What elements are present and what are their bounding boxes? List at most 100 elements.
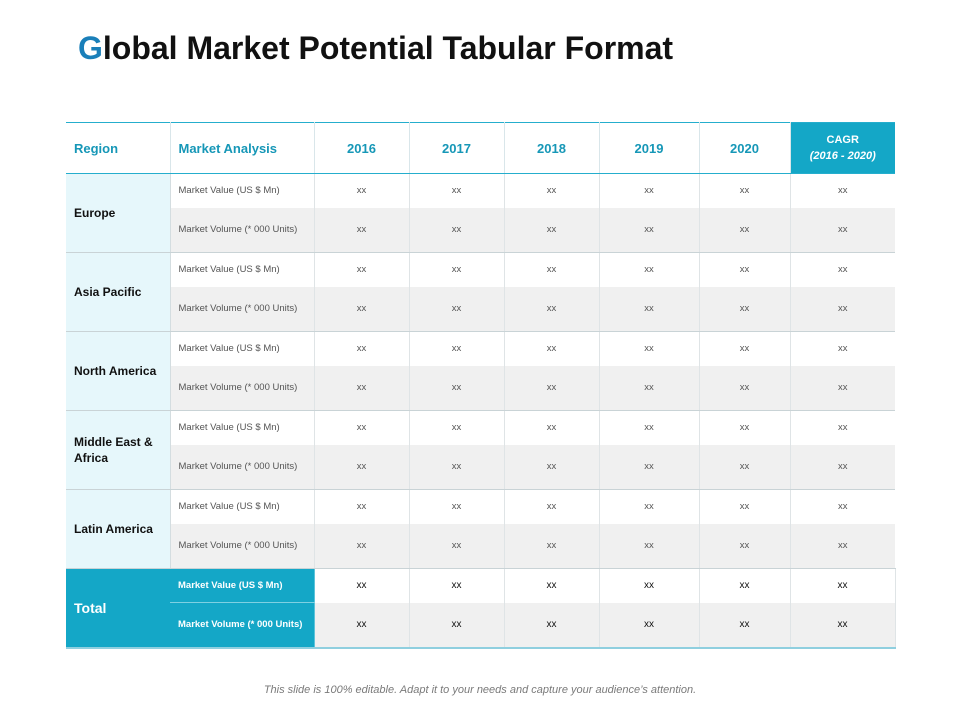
value-cell: xx: [314, 444, 410, 490]
value-cell: xx: [314, 365, 410, 411]
value-cell: xx: [699, 252, 791, 287]
metric-label: Market Value (US $ Mn): [170, 410, 315, 445]
value-cell: xx: [790, 444, 895, 490]
value-cell: xx: [790, 173, 895, 208]
value-cell: xx: [599, 523, 700, 569]
table-row: Middle East & Africa Market Value (US $ M…: [66, 410, 895, 490]
table-body: Europe Market Value (US $ Mn) xx xx xx xx xx xx…: [66, 173, 896, 649]
value-cell: xx: [699, 523, 791, 569]
value-cell: xx: [409, 252, 505, 287]
page-title: Global Market Potential Tabular Format: [78, 30, 673, 67]
region-cell: North America: [66, 331, 171, 411]
value-cell: xx: [699, 173, 791, 208]
value-cell: xx: [409, 444, 505, 490]
metric-label: Market Value (US $ Mn): [170, 331, 315, 366]
value-cell: xx: [599, 252, 700, 287]
table-row: Market Volume (* 000 Units) xx xx xx xx xx xx: [66, 365, 895, 411]
total-value-cell: xx: [314, 568, 410, 603]
metric-label: Market Value (US $ Mn): [170, 252, 315, 287]
metric-label: Market Volume (* 000 Units): [170, 207, 315, 253]
header-year-2017: 2017: [409, 122, 505, 174]
metric-label: Market Value (US $ Mn): [170, 489, 315, 524]
header-cagr-range: (2016 - 2020): [809, 150, 876, 162]
total-value-cell: xx: [409, 568, 505, 603]
value-cell: xx: [409, 365, 505, 411]
value-cell: xx: [599, 286, 700, 332]
value-cell: xx: [599, 331, 700, 366]
table-row: Market Volume (* 000 Units) xx xx xx xx xx xx: [66, 286, 895, 332]
value-cell: xx: [409, 523, 505, 569]
total-value-cell: xx: [599, 602, 700, 649]
table-row: Europe Market Value (US $ Mn) xx xx xx xx xx xx: [66, 173, 895, 253]
header-cagr-label: CAGR: [826, 134, 859, 146]
header-year-2020: 2020: [699, 122, 791, 174]
metric-label: Market Volume (* 000 Units): [170, 286, 315, 332]
metric-label: Market Volume (* 000 Units): [170, 365, 315, 411]
region-cell: Asia Pacific: [66, 252, 171, 332]
value-cell: xx: [409, 489, 505, 524]
header-cagr: CAGR (2016 - 2020): [790, 122, 895, 174]
footnote: This slide is 100% editable. Adapt it to…: [263, 684, 697, 696]
total-label-cell: Total: [66, 568, 170, 649]
value-cell: xx: [699, 444, 791, 490]
value-cell: xx: [314, 252, 410, 287]
total-metric-label: Market Value (US $ Mn): [170, 568, 315, 603]
value-cell: xx: [409, 207, 505, 253]
value-cell: xx: [790, 252, 895, 287]
value-cell: xx: [314, 410, 410, 445]
value-cell: xx: [790, 286, 895, 332]
value-cell: xx: [699, 489, 791, 524]
value-cell: xx: [504, 410, 600, 445]
value-cell: xx: [314, 286, 410, 332]
title-first-letter: G: [78, 30, 103, 66]
value-cell: xx: [409, 286, 505, 332]
value-cell: xx: [504, 173, 600, 208]
header-market-analysis: Market Analysis: [170, 122, 315, 174]
value-cell: xx: [504, 207, 600, 253]
table-row: Market Volume (* 000 Units) xx xx xx xx xx xx: [66, 523, 895, 569]
value-cell: xx: [790, 523, 895, 569]
total-value-cell: xx: [504, 602, 600, 649]
value-cell: xx: [699, 331, 791, 366]
total-value-cell: xx: [790, 602, 896, 649]
market-table: Region Market Analysis 2016 2017 2018 20…: [66, 122, 896, 649]
metric-label: Market Volume (* 000 Units): [170, 523, 315, 569]
value-cell: xx: [504, 331, 600, 366]
total-value-cell: xx: [409, 602, 505, 649]
value-cell: xx: [790, 410, 895, 445]
value-cell: xx: [699, 207, 791, 253]
total-value-cell: xx: [504, 568, 600, 603]
value-cell: xx: [790, 331, 895, 366]
value-cell: xx: [504, 286, 600, 332]
header-year-2019: 2019: [599, 122, 700, 174]
table-header-row: Region Market Analysis 2016 2017 2018 20…: [66, 122, 895, 174]
total-row: Market Volume (* 000 Units) xx xx xx xx xx xx: [66, 602, 896, 649]
region-cell: Middle East & Africa: [66, 410, 171, 490]
value-cell: xx: [409, 173, 505, 208]
value-cell: xx: [314, 173, 410, 208]
table-row: North America Market Value (US $ Mn) xx xx x…: [66, 331, 895, 411]
value-cell: xx: [599, 489, 700, 524]
value-cell: xx: [699, 365, 791, 411]
value-cell: xx: [314, 207, 410, 253]
value-cell: xx: [790, 365, 895, 411]
total-value-cell: xx: [314, 602, 410, 649]
header-year-2016: 2016: [314, 122, 410, 174]
value-cell: xx: [314, 523, 410, 569]
header-year-2018: 2018: [504, 122, 600, 174]
value-cell: xx: [790, 489, 895, 524]
value-cell: xx: [599, 410, 700, 445]
total-value-cell: xx: [699, 568, 791, 603]
value-cell: xx: [409, 331, 505, 366]
table-row: Latin America Market Value (US $ Mn) xx xx x…: [66, 489, 895, 569]
value-cell: xx: [409, 410, 505, 445]
total-metric-label: Market Volume (* 000 Units): [170, 602, 315, 649]
table-row: Market Volume (* 000 Units) xx xx xx xx xx xx: [66, 207, 895, 253]
total-value-cell: xx: [790, 568, 896, 603]
value-cell: xx: [699, 286, 791, 332]
metric-label: Market Value (US $ Mn): [170, 173, 315, 208]
total-value-cell: xx: [699, 602, 791, 649]
total-value-cell: xx: [599, 568, 700, 603]
value-cell: xx: [504, 444, 600, 490]
value-cell: xx: [599, 173, 700, 208]
